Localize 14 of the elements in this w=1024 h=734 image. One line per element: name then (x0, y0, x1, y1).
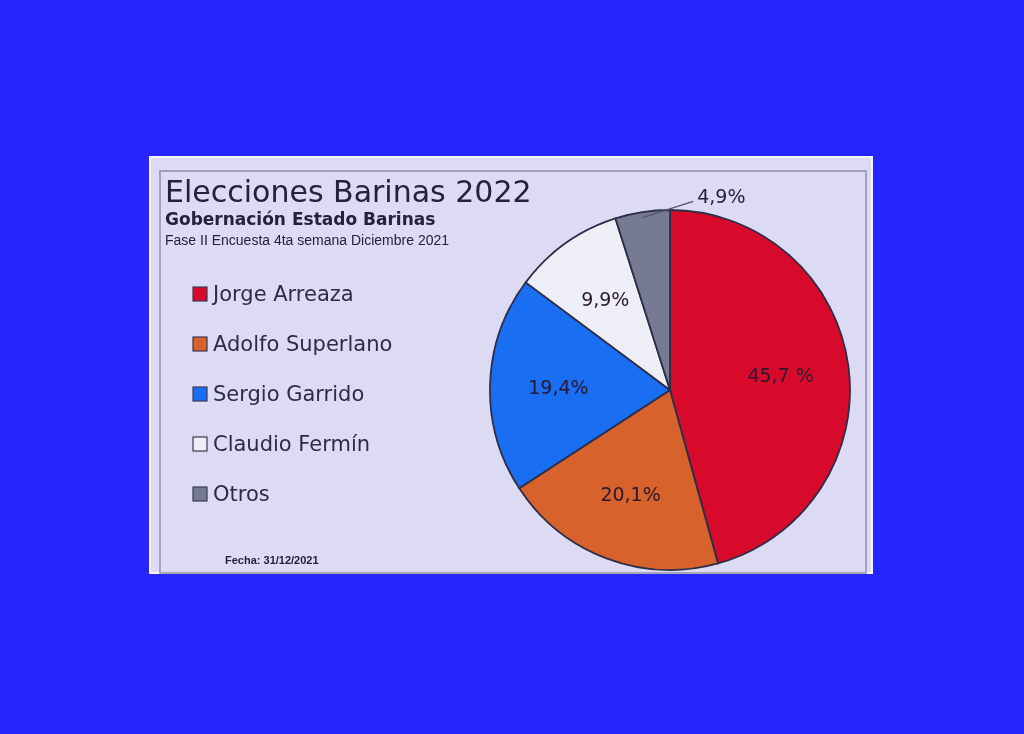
data-label: 9,9% (581, 288, 630, 311)
legend-label: Adolfo Superlano (213, 332, 393, 356)
legend-label: Sergio Garrido (213, 382, 365, 406)
data-label: 20,1% (600, 483, 661, 506)
text: Fase II Encuesta 4ta semana Diciembre 2021 (165, 232, 450, 248)
legend-label: Claudio Fermín (213, 432, 371, 456)
text: Fecha: 31/12/2021 (225, 554, 319, 566)
data-label: 4,9% (697, 185, 746, 208)
data-label: 45,7 % (747, 363, 814, 386)
chart-title: Elecciones Barinas 2022 (165, 174, 532, 209)
legend-label: Jorge Arreaza (211, 282, 354, 306)
legend-label: Otros (213, 482, 270, 506)
data-label: 19,4% (528, 375, 589, 398)
text: Gobernación Estado Barinas (165, 209, 436, 229)
